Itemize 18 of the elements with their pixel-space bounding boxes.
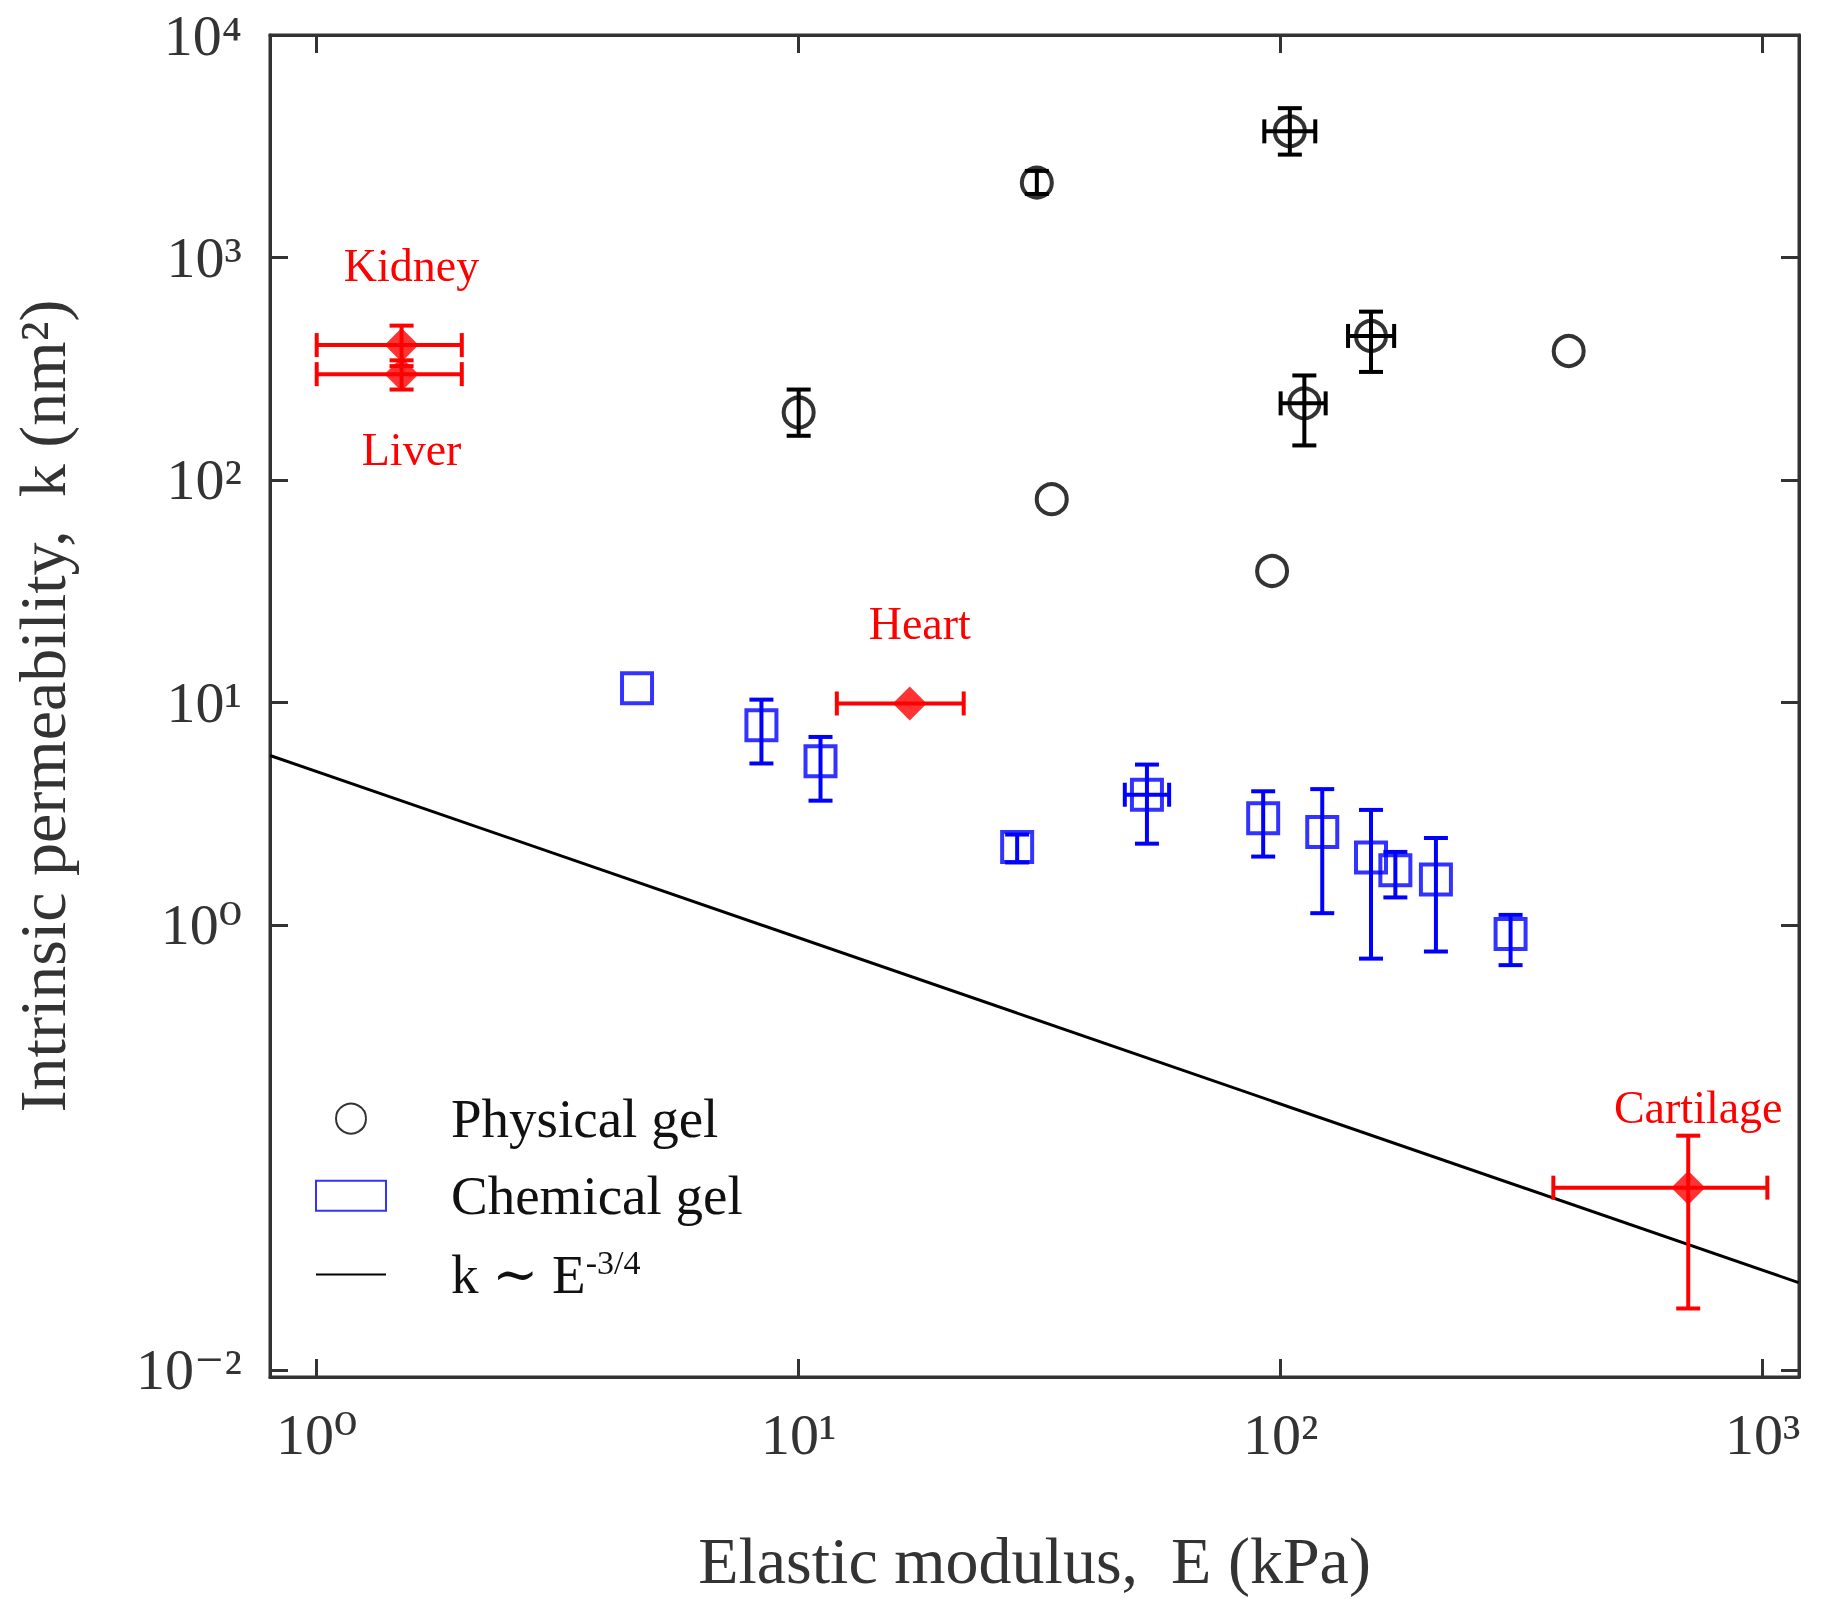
y-tick-label: 10² <box>166 447 242 513</box>
y-tick-label: 10⁴ <box>163 2 242 68</box>
legend-label: Physical gel <box>451 1088 719 1150</box>
x-tick-label: 10² <box>1242 1401 1319 1467</box>
legend-label: Chemical gel <box>451 1165 743 1227</box>
x-tick-label: 10³ <box>1724 1401 1801 1467</box>
y-tick-label: 10¹ <box>166 669 242 735</box>
x-tick-label: 10⁰ <box>276 1401 358 1467</box>
x-tick-label: 10¹ <box>760 1401 837 1467</box>
annotation: Heart <box>868 597 972 649</box>
annotation: Cartilage <box>1613 1082 1783 1134</box>
annotation: Liver <box>361 423 462 475</box>
y-axis-title: Intrinsic permeability, k (nm²) <box>5 299 80 1113</box>
y-tick-label: 10⁻² <box>135 1337 242 1403</box>
x-axis-title: Elastic modulus, E (kPa) <box>698 1523 1371 1598</box>
annotation: Kidney <box>343 239 480 291</box>
y-tick-label: 10⁰ <box>160 892 242 958</box>
y-tick-label: 10³ <box>166 225 242 290</box>
